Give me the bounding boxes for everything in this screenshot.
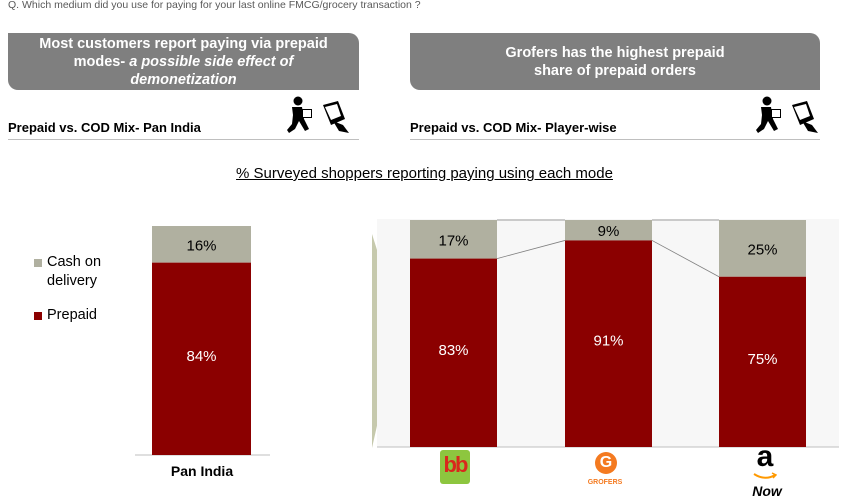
section-title-player-wise: Prepaid vs. COD Mix- Player-wise: [410, 120, 617, 135]
left-banner-plain: Most customers report paying via prepaid…: [39, 35, 328, 70]
right-banner: Grofers has the highest prepaid share of…: [410, 33, 820, 90]
bigbasket-cod-bar: [410, 220, 497, 259]
amazon-now-cod-label: 25%: [747, 241, 777, 258]
grofers-logo-mark: G: [595, 452, 617, 474]
card-payment-icon: [756, 96, 818, 133]
bigbasket-logo: bb: [440, 450, 470, 484]
bigbasket-cod-label: 17%: [438, 232, 468, 249]
amazon-now-text: Now: [752, 483, 782, 499]
amazon-now-prepaid-bar: [719, 276, 806, 447]
survey-question: Q. Which medium did you use for paying f…: [8, 0, 421, 11]
grofers-cod-label: 9%: [598, 223, 620, 240]
grofers-logo: G GROFERS: [585, 452, 625, 490]
legend-swatch-prepaid: [34, 312, 42, 320]
chart-main-title: % Surveyed shoppers reporting paying usi…: [236, 165, 613, 182]
section-divider-left: [8, 139, 359, 140]
amazon-logo-a: a: [756, 440, 774, 473]
connector-line-1: [496, 240, 566, 259]
category-label-pan-india: Pan India: [170, 463, 234, 479]
legend-label-prepaid: Prepaid: [47, 307, 97, 323]
amazon-now-cod-bar: [719, 220, 806, 277]
legend-swatch-cod: [34, 259, 42, 267]
bigbasket-logo-text: bb: [443, 452, 469, 477]
section-divider-right: [410, 139, 820, 140]
left-banner-italic: a possible side effect of demonetization: [125, 53, 294, 88]
bigbasket-prepaid-label: 83%: [438, 342, 468, 359]
grofers-cod-bar: [565, 220, 652, 241]
legend-item-prepaid: Prepaid: [34, 306, 127, 325]
left-banner: Most customers report paying via prepaid…: [8, 33, 359, 90]
bigbasket-prepaid-bar: [410, 258, 497, 447]
legend-label-cod: Cash on delivery: [47, 254, 102, 289]
right-banner-text: Grofers has the highest prepaid share of…: [505, 44, 725, 79]
pan-india-cod-bar: [152, 226, 251, 263]
pan-india-cod-label: 16%: [186, 237, 216, 254]
grofers-logo-text: GROFERS: [587, 479, 623, 486]
pan-india-prepaid-label: 84%: [186, 348, 216, 365]
amazon-now-prepaid-label: 75%: [747, 351, 777, 368]
grofers-prepaid-label: 91%: [593, 333, 623, 350]
pan-india-prepaid-bar: [152, 262, 251, 455]
section-title-pan-india: Prepaid vs. COD Mix- Pan India: [8, 120, 201, 135]
grofers-prepaid-bar: [565, 240, 652, 447]
legend: Cash on delivery Prepaid: [34, 253, 127, 325]
amazon-now-logo: a Now: [745, 440, 785, 502]
connector-line-2: [651, 240, 720, 278]
left-banner-text: Most customers report paying via prepaid…: [8, 35, 359, 89]
delivery-man-icon: [287, 96, 349, 133]
legend-item-cod: Cash on delivery: [34, 253, 127, 291]
amazon-smile-icon: [753, 472, 777, 479]
